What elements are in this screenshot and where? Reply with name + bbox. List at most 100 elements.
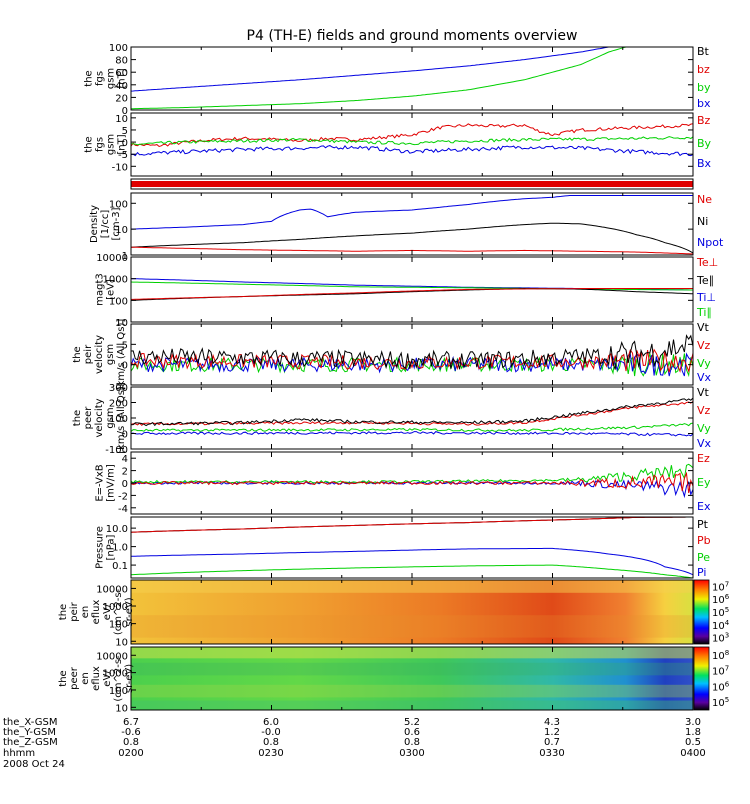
y-tick-label: 0: [122, 479, 128, 490]
footer-group: the_X-GSM 6.7 6.0 5.2 4.3 3.0 the_Y-GSM -0.6 -0.…: [3, 717, 706, 770]
y-tick-label: 1.0: [112, 543, 128, 554]
y-tick-label: 5: [122, 340, 128, 351]
y-tick-label: 300: [109, 383, 128, 394]
spectrogram-band-1: [131, 662, 693, 676]
panel-2: [130, 178, 694, 190]
panel-frame: [130, 192, 694, 256]
legend-entry: Ez: [697, 452, 710, 465]
y-axis-label-line: gsm: [105, 407, 116, 428]
footer-value: -0.6: [121, 727, 141, 738]
y-tick-label: 10: [115, 114, 128, 125]
colorbar-tick-label: 107: [712, 665, 729, 678]
footer-value: 0.7: [544, 737, 560, 748]
footer-value: 1.2: [544, 727, 560, 738]
series-line-1: [130, 136, 694, 146]
legend-entry: Vy: [697, 357, 711, 370]
y-axis-label-line: gsm: [105, 344, 116, 365]
legend-entry: Bx: [697, 157, 712, 170]
series-line-3: [130, 334, 694, 370]
y-axis-label-line: sr-eV): [124, 664, 135, 693]
series-line-1: [130, 431, 694, 437]
colorbar-tick-label: 104: [712, 619, 730, 632]
footer-value: 6.0: [263, 717, 279, 728]
series-line-1: [130, 516, 693, 533]
footer-value: 3.0: [685, 717, 701, 728]
y-tick-label: 60: [115, 68, 128, 79]
y-axis-label-line: the: [72, 410, 83, 426]
y-axis-label-line: sr-eV): [124, 597, 135, 626]
y-axis-label-line: [cm-3]: [111, 207, 122, 240]
panel-3: 1 10 100 Density [1/cc] [cm-3] Ne Ni Npot: [89, 192, 724, 262]
y-tick-label: 100: [109, 199, 128, 210]
footer-row-label: the_X-GSM: [3, 717, 57, 728]
colorbar-tick-label: 106: [712, 680, 730, 693]
y-tick-label: 1000: [103, 275, 128, 286]
footer-value: 0200: [118, 748, 143, 759]
footer-value: 0.8: [404, 737, 420, 748]
y-axis-label-line: peer: [69, 666, 80, 690]
colorbar-tick-label: 107: [712, 580, 729, 593]
footer-value: 0.6: [404, 727, 420, 738]
y-axis-label-line: gsm: [106, 68, 117, 89]
y-tick-label: -5: [118, 150, 128, 161]
spectrogram-band-0: [131, 647, 693, 659]
y-axis-label-line: [mV/m]: [106, 464, 117, 502]
y-tick-label: 10000: [96, 584, 128, 595]
spectrogram-band-1: [131, 615, 693, 638]
legend-entry: bx: [697, 97, 711, 110]
y-axis-label-line: peir: [83, 344, 94, 364]
legend-entry: Vx: [697, 371, 712, 384]
footer-value: 1.8: [685, 727, 701, 738]
y-axis-label-line: velocity: [94, 398, 105, 437]
y-tick-label: 5: [122, 126, 128, 137]
y-tick-label: 10: [115, 703, 128, 714]
footer-row-label: the_Z-GSM: [3, 737, 58, 748]
y-tick-label: -100: [105, 445, 128, 456]
y-tick-label: 0: [122, 430, 128, 441]
y-tick-label: 10: [115, 637, 128, 648]
panel-frame: [130, 46, 694, 111]
legend-entry: Bz: [697, 114, 711, 127]
y-tick-label: 20: [115, 93, 128, 104]
footer-value: 0.5: [685, 737, 701, 748]
y-axis-label-line: [1/cc]: [100, 210, 111, 239]
y-tick-label: 4: [122, 454, 128, 465]
legend-entry: bz: [697, 63, 710, 76]
y-axis-label-line: fgs: [95, 137, 106, 152]
series-line-2: [130, 287, 694, 301]
y-tick-label: -2: [118, 491, 128, 502]
footer-value: 0300: [399, 748, 424, 759]
legend-entry: Ne: [697, 193, 712, 206]
legend-entry: Bt: [697, 45, 710, 58]
legend-entry: Ey: [697, 476, 711, 489]
colorbar-tick-label: 103: [712, 632, 729, 645]
y-tick-label: -10: [112, 162, 128, 173]
y-tick-label: 100: [109, 686, 128, 697]
legend-entry: Vt: [697, 321, 710, 334]
footer-value: 0.8: [123, 737, 139, 748]
y-axis-label-line: [nT]: [117, 134, 128, 154]
panel-4: 10 100 1000 10000 magt3 [eV] Te⊥ Te∥ Ti⊥ Ti∥: [95, 253, 719, 329]
flag-band: [131, 181, 693, 187]
panel-frame: [130, 386, 694, 450]
legend-entry: Vz: [697, 339, 711, 352]
legend-entry: Te∥: [696, 274, 714, 287]
footer-value: 0400: [680, 748, 705, 759]
y-tick-label: 0: [122, 361, 128, 372]
legend-entry: Pt: [697, 518, 709, 531]
footer-date: 2008 Oct 24: [3, 759, 65, 770]
y-tick-label: 0: [122, 138, 128, 149]
y-tick-label: 10: [115, 225, 128, 236]
series-line-2: [130, 401, 694, 426]
y-axis-label-line: gsm: [106, 134, 117, 155]
colorbar-tick-label: 108: [712, 649, 729, 662]
y-axis-label-line: (cm^2-s-: [113, 655, 124, 702]
y-tick-label: 100: [109, 296, 128, 307]
series-line-0: [131, 195, 693, 230]
